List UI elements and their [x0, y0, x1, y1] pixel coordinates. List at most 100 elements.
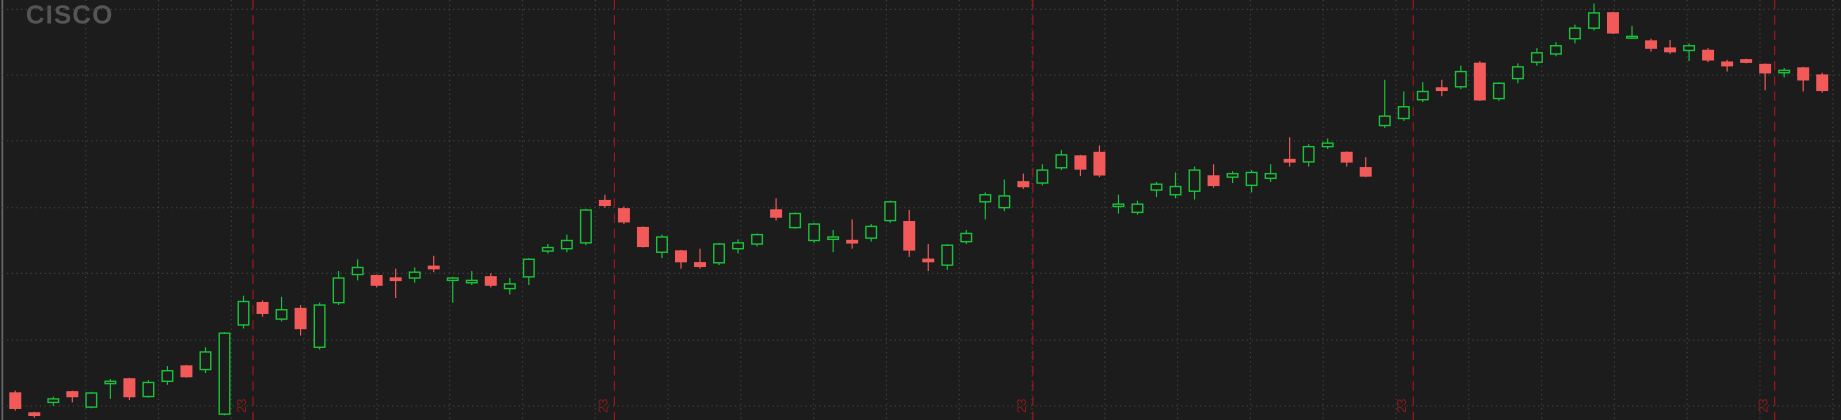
- candle-body: [1112, 203, 1125, 208]
- candle-body: [161, 370, 174, 382]
- candle-body: [1530, 52, 1543, 63]
- candle-body: [104, 380, 117, 385]
- candle-body: [1150, 183, 1163, 191]
- candle-body: [1321, 142, 1334, 148]
- period-label: 23: [1756, 399, 1771, 413]
- candle-body: [1778, 69, 1791, 74]
- candle-body: [427, 265, 440, 270]
- candle-body: [1664, 47, 1677, 53]
- candle-body: [1036, 169, 1049, 184]
- candle-body: [408, 271, 421, 279]
- candle-body: [1626, 35, 1638, 39]
- candle-body: [85, 392, 98, 408]
- candle-body: [655, 236, 668, 253]
- candle-body: [313, 304, 326, 348]
- candle-body: [903, 221, 916, 251]
- candle-body: [503, 283, 516, 290]
- candle-body: [579, 209, 592, 244]
- candle-body: [617, 208, 630, 223]
- candle-body: [1587, 12, 1600, 29]
- candle-body: [998, 195, 1011, 209]
- candle-body: [1492, 82, 1505, 100]
- candle-body: [1607, 12, 1619, 34]
- candle-body: [28, 412, 41, 417]
- candle-body: [1816, 74, 1829, 92]
- candle-body: [1378, 115, 1391, 127]
- candle-body: [865, 225, 878, 239]
- candle-body: [465, 279, 478, 284]
- candle-body: [884, 201, 897, 222]
- candle-body: [979, 194, 992, 203]
- candle-body: [941, 244, 954, 266]
- candle-body: [1683, 45, 1696, 52]
- candle-body: [770, 209, 783, 218]
- candle-body: [66, 391, 79, 398]
- candle-body: [674, 250, 687, 263]
- candle-body: [1359, 167, 1372, 177]
- period-label: 23: [1394, 399, 1409, 413]
- watermark: CISCO: [26, 1, 114, 29]
- candle-body: [446, 277, 459, 282]
- candle-body: [1264, 172, 1277, 180]
- candle-body: [1169, 185, 1182, 196]
- candle-body: [9, 392, 22, 409]
- candle-body: [180, 365, 193, 378]
- candle-body: [1454, 70, 1467, 88]
- candle-body: [199, 351, 212, 371]
- candle-body: [1283, 158, 1296, 163]
- candle-body: [123, 378, 136, 398]
- candle-body: [294, 307, 307, 330]
- period-label: 23: [595, 399, 610, 413]
- candle-body: [484, 276, 497, 286]
- candle-body: [256, 301, 269, 314]
- candle-body: [275, 309, 288, 320]
- candle-body: [541, 246, 554, 252]
- candle-body: [351, 266, 364, 276]
- candle-body: [732, 242, 745, 250]
- candle-body: [1435, 87, 1448, 92]
- candle-body: [751, 233, 764, 245]
- candle-body: [1797, 67, 1810, 81]
- candle-body: [1245, 171, 1258, 187]
- candle-body: [713, 243, 726, 264]
- period-label: 23: [234, 399, 249, 413]
- candle-body: [142, 381, 155, 398]
- candle-body: [1511, 66, 1524, 80]
- candle-body: [1207, 175, 1220, 187]
- candle-body: [1416, 90, 1429, 101]
- candle-body: [1702, 49, 1715, 61]
- candle-body: [960, 232, 973, 243]
- candle-body: [389, 277, 402, 282]
- candle-body: [1568, 27, 1581, 40]
- candle-body: [846, 239, 859, 244]
- candle-body: [1549, 45, 1562, 55]
- candle-body: [1131, 203, 1144, 214]
- candle-body: [1074, 155, 1087, 170]
- candle-body: [1740, 59, 1753, 63]
- candle-body: [1340, 151, 1353, 163]
- period-label: 23: [1014, 399, 1029, 413]
- candle-body: [218, 332, 231, 415]
- candle-body: [332, 277, 345, 304]
- candle-body: [1093, 151, 1106, 176]
- candle-body: [598, 199, 611, 207]
- candle-body: [1226, 172, 1239, 178]
- candle-body: [1645, 40, 1658, 49]
- candle-body: [370, 274, 383, 286]
- candle-body: [789, 212, 802, 229]
- candle-body: [827, 236, 840, 241]
- candle-body: [808, 223, 821, 242]
- candle-body: [922, 258, 935, 263]
- candle-body: [1721, 61, 1734, 67]
- candle-body: [694, 262, 706, 268]
- candle-body: [1188, 169, 1201, 192]
- candle-body: [1017, 181, 1030, 188]
- candle-body: [522, 258, 535, 278]
- candle-body: [1473, 62, 1486, 101]
- candle-body: [1397, 106, 1410, 120]
- candle-body: [1302, 145, 1315, 163]
- candle-body: [560, 239, 573, 250]
